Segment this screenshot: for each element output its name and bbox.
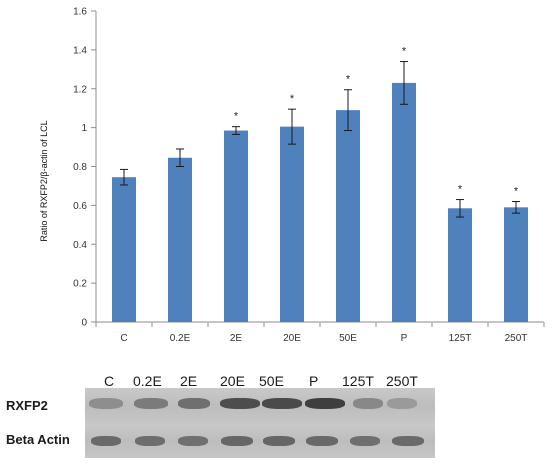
- blot-lane-label: 20E: [220, 373, 245, 389]
- x-tick-label: 20E: [283, 333, 301, 344]
- x-tick-label: 250T: [505, 333, 528, 344]
- blot-band: [392, 436, 424, 446]
- blot-band: [353, 398, 383, 409]
- blot-strip-beta-actin: [85, 424, 435, 458]
- x-tick-label: 50E: [339, 333, 357, 344]
- blot-band: [135, 436, 165, 446]
- y-tick-label: 0.6: [73, 201, 87, 212]
- blot-lane-label: 125T: [342, 373, 374, 389]
- blot-band: [387, 398, 417, 409]
- blot-lane-label: 50E: [259, 373, 284, 389]
- blot-band: [221, 436, 253, 446]
- blot-band: [220, 398, 260, 409]
- blot-lane-label: 0.2E: [133, 373, 162, 389]
- blot-strip-rxfp2: [85, 388, 435, 424]
- blot-band: [306, 436, 338, 446]
- significance-marker: *: [234, 111, 239, 123]
- blot-band: [178, 436, 208, 446]
- blot-band: [350, 436, 380, 446]
- blot-lane-label: P: [309, 373, 319, 389]
- blot-row-label-beta-actin: Beta Actin: [6, 432, 70, 447]
- blot-lane-label: C: [104, 373, 115, 389]
- significance-marker: *: [514, 185, 519, 197]
- blot-band: [89, 398, 123, 409]
- bar: [448, 208, 472, 322]
- y-tick-label: 1.4: [73, 45, 87, 56]
- bar: [280, 126, 304, 322]
- blot-lane-label: 250T: [386, 373, 418, 389]
- significance-marker: *: [458, 184, 463, 196]
- significance-marker: *: [402, 46, 407, 58]
- significance-marker: *: [290, 93, 295, 105]
- blot-band: [178, 398, 210, 409]
- x-tick-label: 2E: [230, 333, 243, 344]
- blot-band: [305, 398, 345, 409]
- y-tick-label: 1: [81, 123, 87, 134]
- western-blot: C 0.2E 2E 20E 50E P 125T 250T RXFP2 Beta Actin: [0, 362, 556, 463]
- y-tick-label: 1.2: [73, 84, 87, 95]
- bar: [336, 110, 360, 322]
- y-tick-label: 0.8: [73, 162, 87, 173]
- x-tick-label: C: [120, 333, 127, 344]
- bar: [392, 82, 416, 322]
- bar: [112, 177, 136, 322]
- bar: [168, 157, 192, 322]
- y-tick-label: 0.2: [73, 279, 87, 290]
- significance-marker: *: [346, 74, 351, 86]
- x-tick-label: P: [401, 333, 408, 344]
- bar: [224, 130, 248, 322]
- blot-lane-label: 2E: [180, 373, 198, 389]
- bar: [504, 207, 528, 322]
- bar-chart: 0 0.2 0.4 0.6 0.8 1 1.2 1.4 1.6 C 0.2E * 2E * 20E * 50E *…: [39, 7, 545, 344]
- x-tick-label: 125T: [449, 333, 472, 344]
- y-axis-label: Ratio of RXFP2/β-actin of LCL: [39, 120, 49, 241]
- y-tick-label: 1.6: [73, 7, 87, 18]
- x-tick-label: 0.2E: [170, 333, 191, 344]
- blot-row-label-rxfp2: RXFP2: [6, 398, 48, 413]
- y-tick-label: 0.4: [73, 240, 87, 251]
- blot-band: [91, 436, 121, 446]
- blot-band: [134, 398, 168, 409]
- blot-band: [262, 398, 302, 409]
- y-tick-label: 0: [81, 318, 87, 329]
- blot-band: [263, 436, 295, 446]
